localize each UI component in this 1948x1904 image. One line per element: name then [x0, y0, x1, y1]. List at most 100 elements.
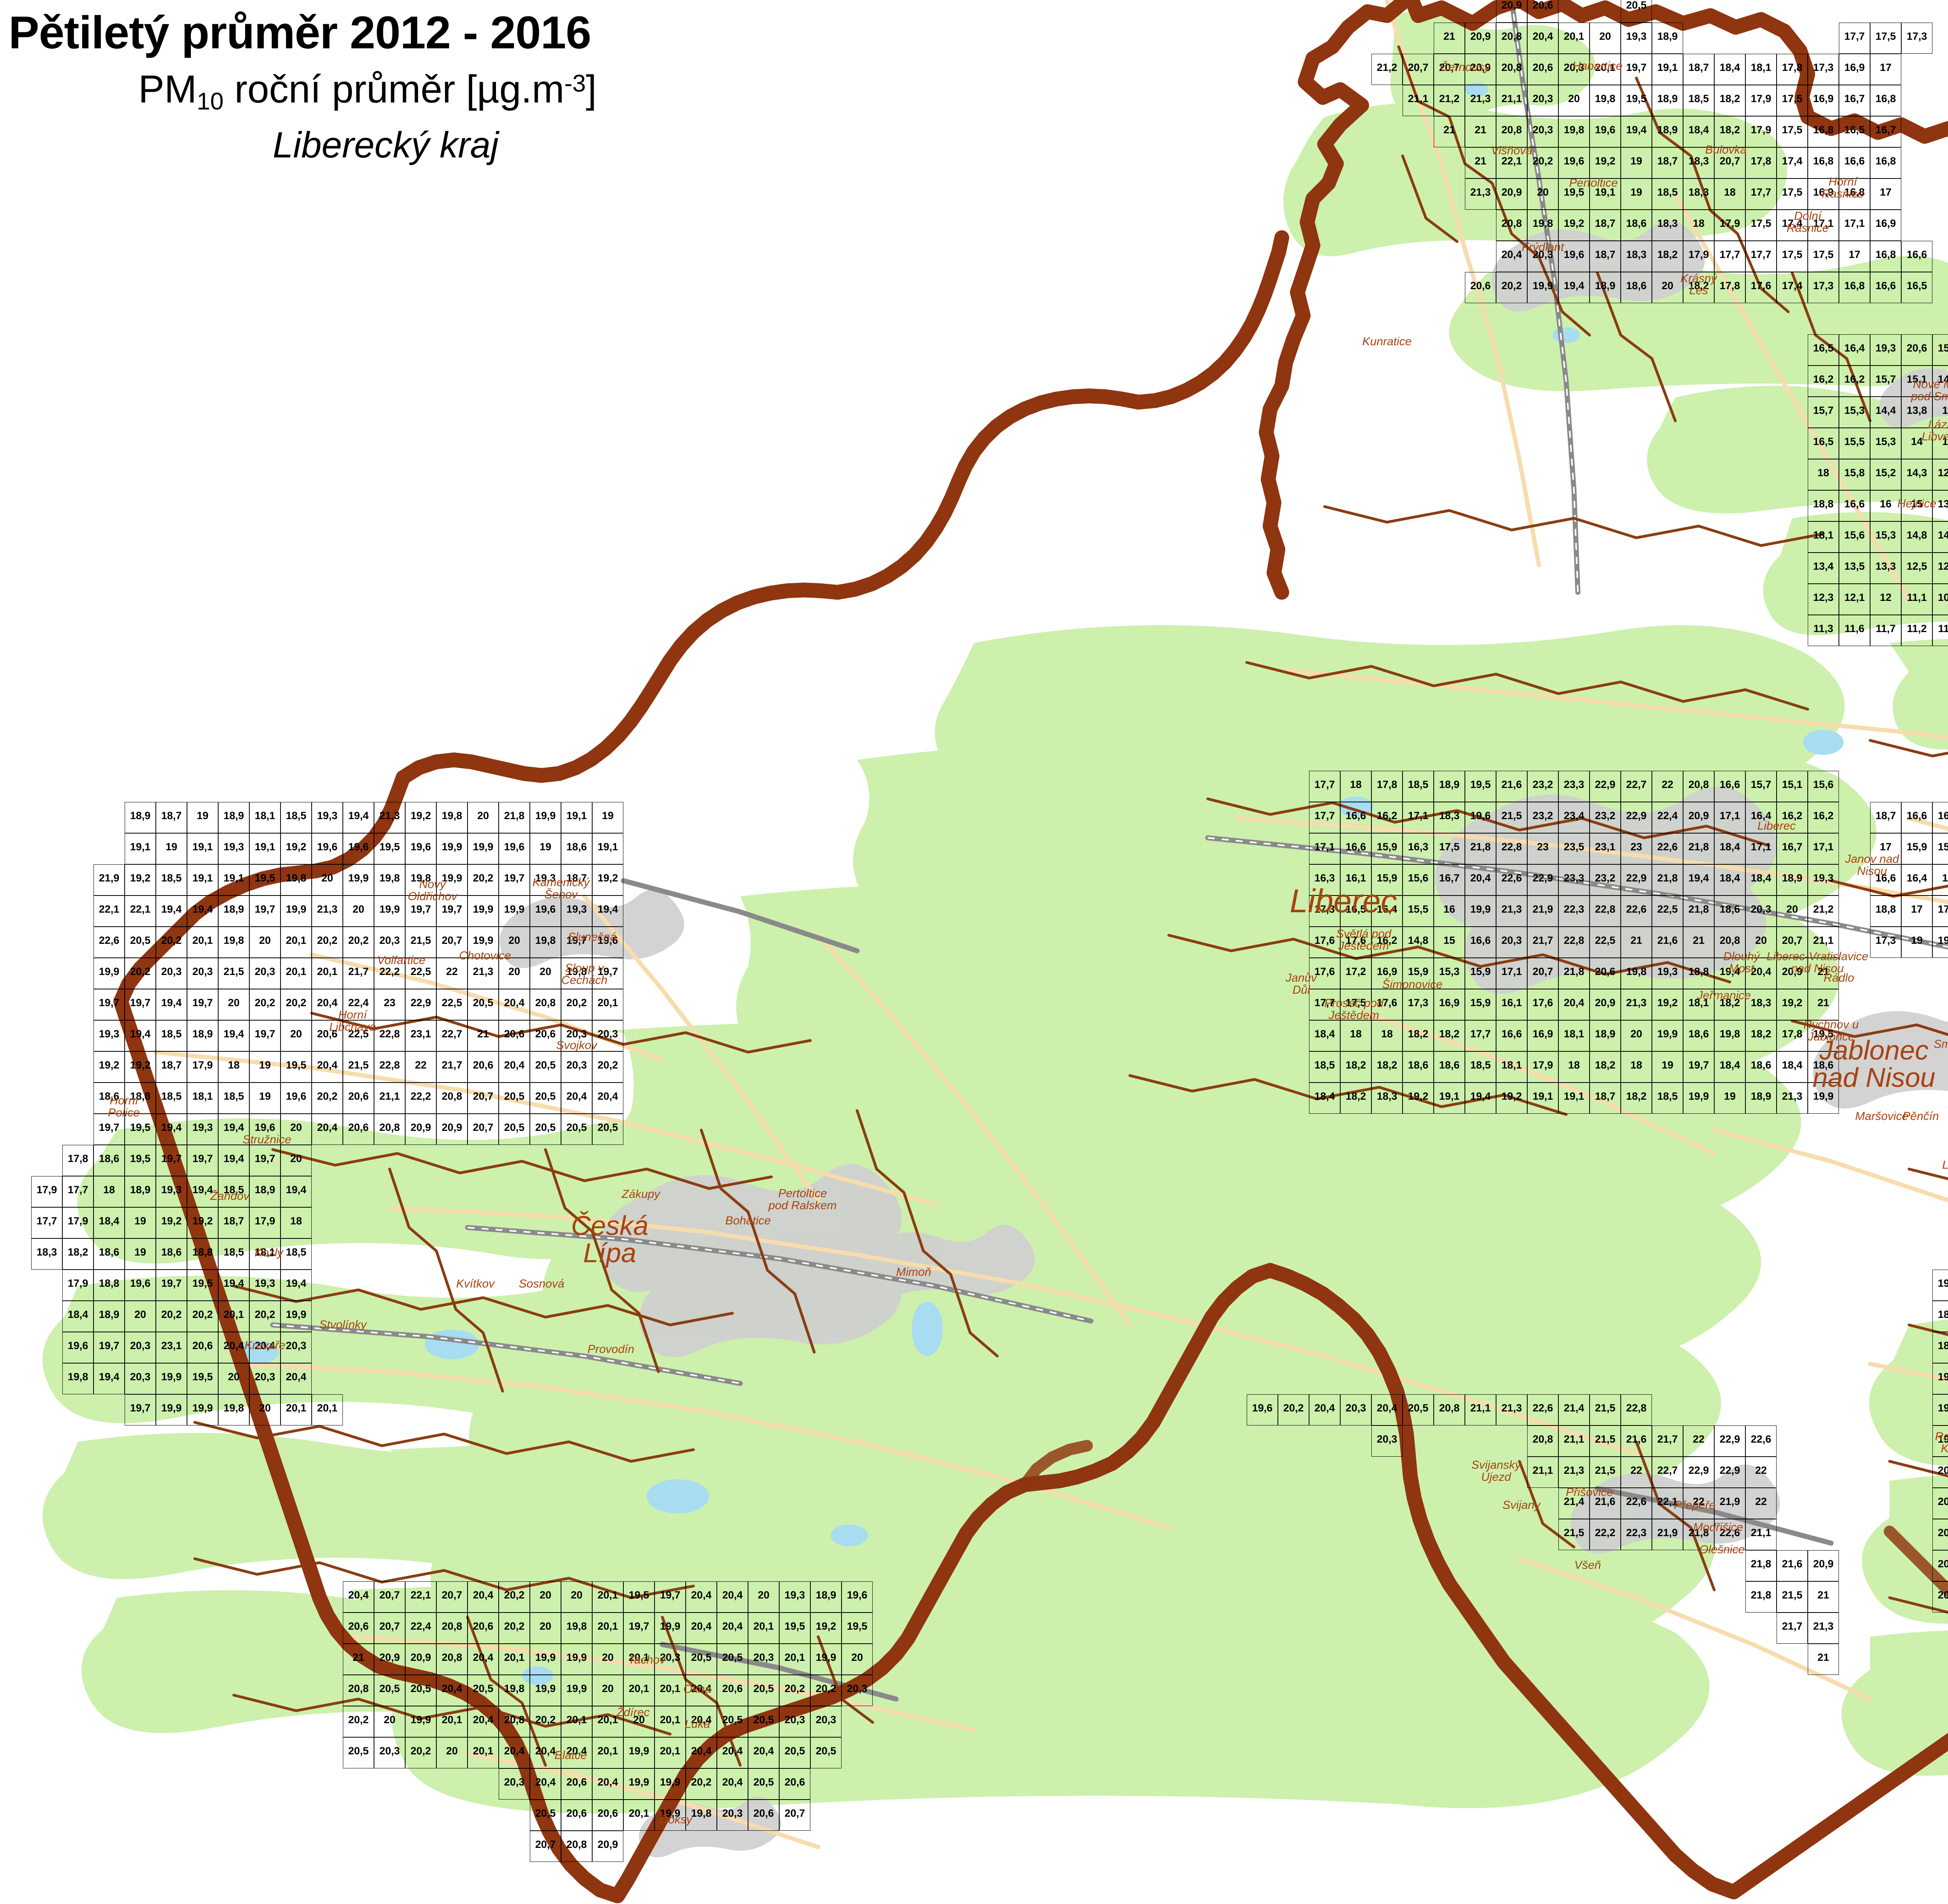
place-label-line: Police	[108, 1106, 140, 1119]
place-label-line: Blatce	[554, 1749, 587, 1762]
place-label: Nový Oldřichov	[408, 878, 457, 903]
place-label-line: Rasnice	[1821, 187, 1864, 200]
urban-areas	[499, 220, 1948, 1858]
place-label: Jeřmanice	[1697, 989, 1751, 1002]
place-label: Svojkov	[556, 1039, 597, 1052]
city-label-line: Česká	[571, 1210, 649, 1241]
place-label: Bohatice	[725, 1215, 771, 1227]
place-label-line: Maršovice	[1855, 1110, 1909, 1123]
place-label-line: Újezd	[1481, 1470, 1511, 1484]
place-label-line: Horní	[109, 1094, 138, 1107]
place-label-line: Stružnice	[242, 1133, 291, 1146]
place-label-line: Doksy	[660, 1813, 692, 1826]
place-label: Kvítkov	[456, 1278, 494, 1290]
place-label: Horní Police	[108, 1095, 140, 1119]
city-label-line: Liberec	[1290, 883, 1397, 919]
place-label-line: Most	[1729, 962, 1754, 975]
region-boundary	[113, 0, 1948, 1903]
city-label: Liberec	[1290, 885, 1397, 917]
place-label-line: Mimoň	[896, 1266, 932, 1279]
place-label-line: Jablonce	[1807, 1030, 1855, 1043]
place-label-line: Dlouhý	[1723, 950, 1760, 963]
place-label-line: Hejnice	[1897, 497, 1937, 510]
place-label-line: Krásný	[1680, 272, 1717, 285]
place-label-line: Modřišice	[1693, 1521, 1743, 1534]
place-label-line: Okna	[683, 1683, 711, 1696]
subtitle-end: ]	[586, 67, 597, 111]
place-label-line: Pertoltice	[778, 1187, 827, 1200]
place-label-line: nad Nisou	[1791, 962, 1844, 975]
city-label-line: nad Nisou	[1812, 1062, 1936, 1093]
place-label-line: Přepeře	[1674, 1499, 1716, 1512]
place-label: Horní Rasnice	[1822, 176, 1864, 200]
place-label-line: Volfartice	[377, 954, 425, 967]
place-label: Nové Městopod Smrkem	[1911, 378, 1948, 403]
place-label-line: pod Smrkem	[1911, 390, 1948, 403]
place-label-line: Ždírec	[616, 1706, 650, 1719]
place-label: Janův Důl	[1286, 972, 1317, 996]
place-label-line: Smržovka	[1934, 1038, 1948, 1051]
place-label-line: Žandov	[210, 1190, 250, 1203]
region-name: Liberecký kraj	[273, 124, 499, 165]
place-label-line: Kvítkov	[456, 1277, 495, 1290]
place-label-line: Libverda	[1922, 430, 1948, 443]
place-label-line: Nové Město	[1913, 378, 1948, 391]
place-label: Liberec	[1757, 820, 1796, 832]
place-label-line: Čechách	[561, 973, 608, 987]
place-label-line: Svojkov	[556, 1039, 597, 1052]
place-label: Chotovice	[459, 950, 511, 962]
place-label-line: Frýdlant	[1521, 241, 1564, 254]
place-label-line: Slunečná	[568, 931, 617, 943]
place-label-line: Světlá pod	[1336, 927, 1391, 940]
place-label-line: Višňová	[1491, 144, 1533, 157]
place-label: Ždírec	[616, 1706, 650, 1719]
pollutant-subscript: 10	[197, 88, 224, 115]
place-label-line: Loužnice	[1942, 1159, 1948, 1171]
place-label: Hejnice	[1897, 498, 1936, 510]
place-label: Černousy	[1440, 61, 1490, 74]
place-label: Sosnová	[519, 1278, 565, 1290]
place-label-line: pod Ralskem	[768, 1199, 837, 1212]
place-label: Frýdlant	[1521, 241, 1564, 254]
place-label-line: Přišovice	[1566, 1486, 1613, 1499]
place-label-line: Černousy	[1440, 61, 1490, 74]
place-label-line: Radostná pod	[1935, 1430, 1948, 1443]
place-label-line: Svijany	[1502, 1499, 1540, 1512]
place-label: Radostná podKozákovem	[1935, 1431, 1948, 1455]
place-label-line: Svijanský	[1471, 1459, 1521, 1471]
place-label-line: Habartice	[1572, 60, 1623, 72]
place-label-line: Sloup v	[565, 962, 604, 975]
place-label: Šimonovice	[1382, 978, 1442, 991]
place-label-line: Proseč pod	[1324, 997, 1383, 1010]
place-label: Slunečná	[568, 931, 616, 943]
place-label-line: Kozly	[254, 1246, 283, 1259]
place-label: Liberec-Vratislavice nad Nisou	[1766, 950, 1868, 975]
place-label-line: Ještědem	[1328, 1009, 1380, 1022]
place-label: Krásný Les	[1680, 272, 1717, 297]
place-label-line: Bohatice	[725, 1214, 771, 1227]
place-label: Tachov	[628, 1654, 665, 1666]
place-label-line: Stvolínky	[319, 1318, 367, 1331]
page-subtitle: PM10 roční průměr [µg.m-3]	[138, 67, 596, 115]
place-label-line: Kravaře	[244, 1339, 286, 1352]
place-label: Janov nad Nisou	[1845, 853, 1899, 877]
place-label: Svijanský Újezd	[1472, 1459, 1521, 1483]
place-label: Stružnice	[242, 1134, 291, 1146]
place-label-line: Libchava	[329, 1020, 376, 1033]
municipal-boundaries	[193, 45, 1948, 1767]
place-label: Doksy	[660, 1814, 692, 1826]
city-label: Česká Lípa	[571, 1212, 648, 1266]
place-label: Luka	[685, 1718, 710, 1731]
place-label-line: Nisou	[1857, 864, 1887, 878]
place-label: Loužnice	[1942, 1159, 1948, 1171]
subtitle-middle: roční průměr [µg.m	[223, 67, 565, 111]
city-label-line: Lípa	[583, 1238, 637, 1268]
place-label-line: Sosnová	[519, 1277, 565, 1290]
place-label-line: Olešnice	[1699, 1543, 1745, 1556]
place-label: Blatce	[554, 1749, 587, 1762]
place-label: Rádlo	[1824, 972, 1854, 984]
place-label: Horní Libchava	[329, 1009, 376, 1033]
page-title: Pětiletý průměr 2012 - 2016	[9, 7, 591, 58]
